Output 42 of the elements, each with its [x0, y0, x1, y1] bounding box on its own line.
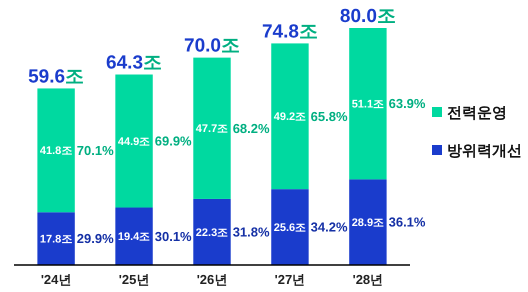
bar [37, 88, 75, 212]
bar [115, 74, 153, 208]
annotation: 34.2% [310, 220, 348, 235]
total-label: 74.8조 [262, 21, 318, 42]
data-label: 44.9조 [118, 136, 150, 148]
data-label: 28.9조 [352, 217, 384, 230]
x-tick-label: '28년 [352, 272, 384, 287]
annotation: 30.1% [154, 228, 192, 244]
legend-label: 방위력개선 [447, 142, 522, 160]
bar [271, 43, 309, 190]
total-label: 59.6조 [28, 66, 84, 88]
bar [349, 179, 387, 265]
total-label: 64.3조 [106, 52, 162, 74]
data-label: 22.3조 [196, 226, 228, 239]
data-label: 47.7조 [196, 123, 228, 136]
data-label: 25.6조 [274, 222, 306, 234]
total-label: 80.0조 [340, 6, 396, 27]
bar [193, 198, 231, 265]
annotation: 65.8% [310, 108, 348, 124]
x-tick-label: '25년 [118, 272, 150, 287]
bar [37, 212, 75, 265]
x-tick-label: '24년 [40, 272, 72, 287]
data-label: 49.2조 [274, 111, 306, 124]
x-tick-label: '26년 [196, 272, 228, 287]
bar [193, 58, 231, 199]
annotation: 69.9% [154, 134, 192, 149]
data-label: 17.8조 [40, 233, 72, 246]
annotation: 36.1% [388, 214, 426, 230]
bar [271, 189, 309, 265]
legend-label: 전력운영 [447, 104, 507, 122]
x-tick-label: '27년 [274, 272, 306, 287]
bar [349, 28, 387, 180]
annotation: 70.1% [76, 142, 114, 158]
data-label: 41.8조 [40, 145, 72, 158]
annotation: 68.2% [232, 120, 270, 136]
annotation: 31.8% [232, 224, 270, 240]
annotation: 29.9% [76, 231, 114, 246]
data-label: 51.1조 [352, 98, 384, 111]
bar [115, 208, 153, 265]
annotation: 63.9% [388, 96, 426, 112]
total-label: 70.0조 [184, 36, 240, 57]
data-label: 19.4조 [118, 231, 150, 244]
